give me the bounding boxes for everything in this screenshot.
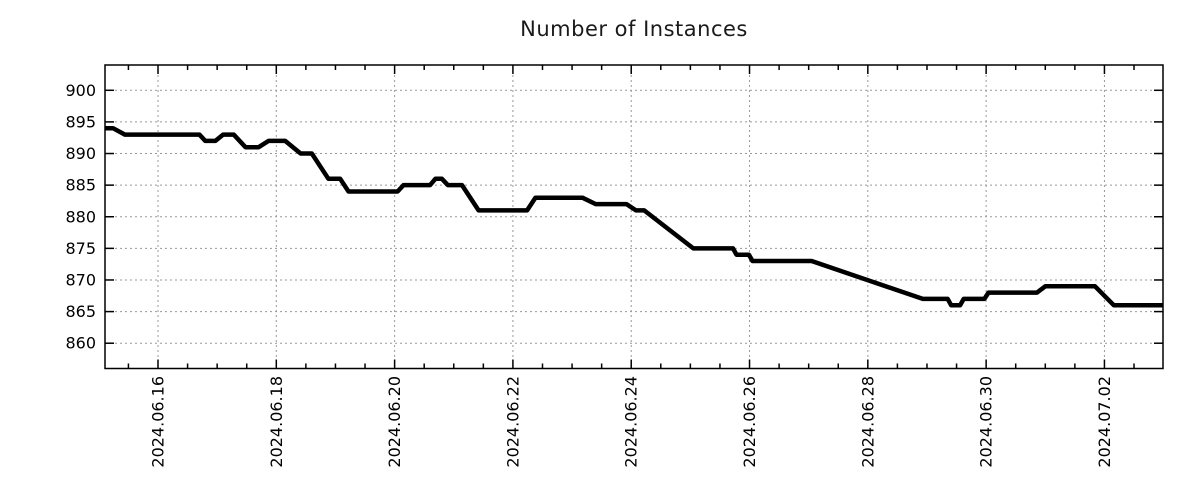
y-tick-label: 860 xyxy=(65,334,96,353)
y-tick-label: 900 xyxy=(65,81,96,100)
chart-title: Number of Instances xyxy=(520,17,748,41)
y-tick-label: 890 xyxy=(65,144,96,163)
plot-border xyxy=(104,64,1164,370)
x-tick-label: 2024.06.22 xyxy=(503,376,522,468)
x-tick-label: 2024.06.24 xyxy=(622,376,641,468)
y-tick-label: 875 xyxy=(65,239,96,258)
y-tick-label: 865 xyxy=(65,302,96,321)
y-tick-label: 880 xyxy=(65,207,96,226)
series-line-instances xyxy=(104,125,1163,308)
x-tick-label: 2024.06.20 xyxy=(385,376,404,468)
x-tick-label: 2024.06.26 xyxy=(740,376,759,468)
y-tick-label: 895 xyxy=(65,112,96,131)
y-tick-label: 870 xyxy=(65,270,96,289)
x-tick-label: 2024.06.18 xyxy=(267,376,286,468)
x-tick-label: 2024.06.28 xyxy=(858,376,877,468)
x-tick-label: 2024.06.16 xyxy=(149,376,168,468)
y-tick-label: 885 xyxy=(65,176,96,195)
x-tick-label: 2024.07.02 xyxy=(1095,376,1114,468)
x-tick-label: 2024.06.30 xyxy=(977,376,996,468)
